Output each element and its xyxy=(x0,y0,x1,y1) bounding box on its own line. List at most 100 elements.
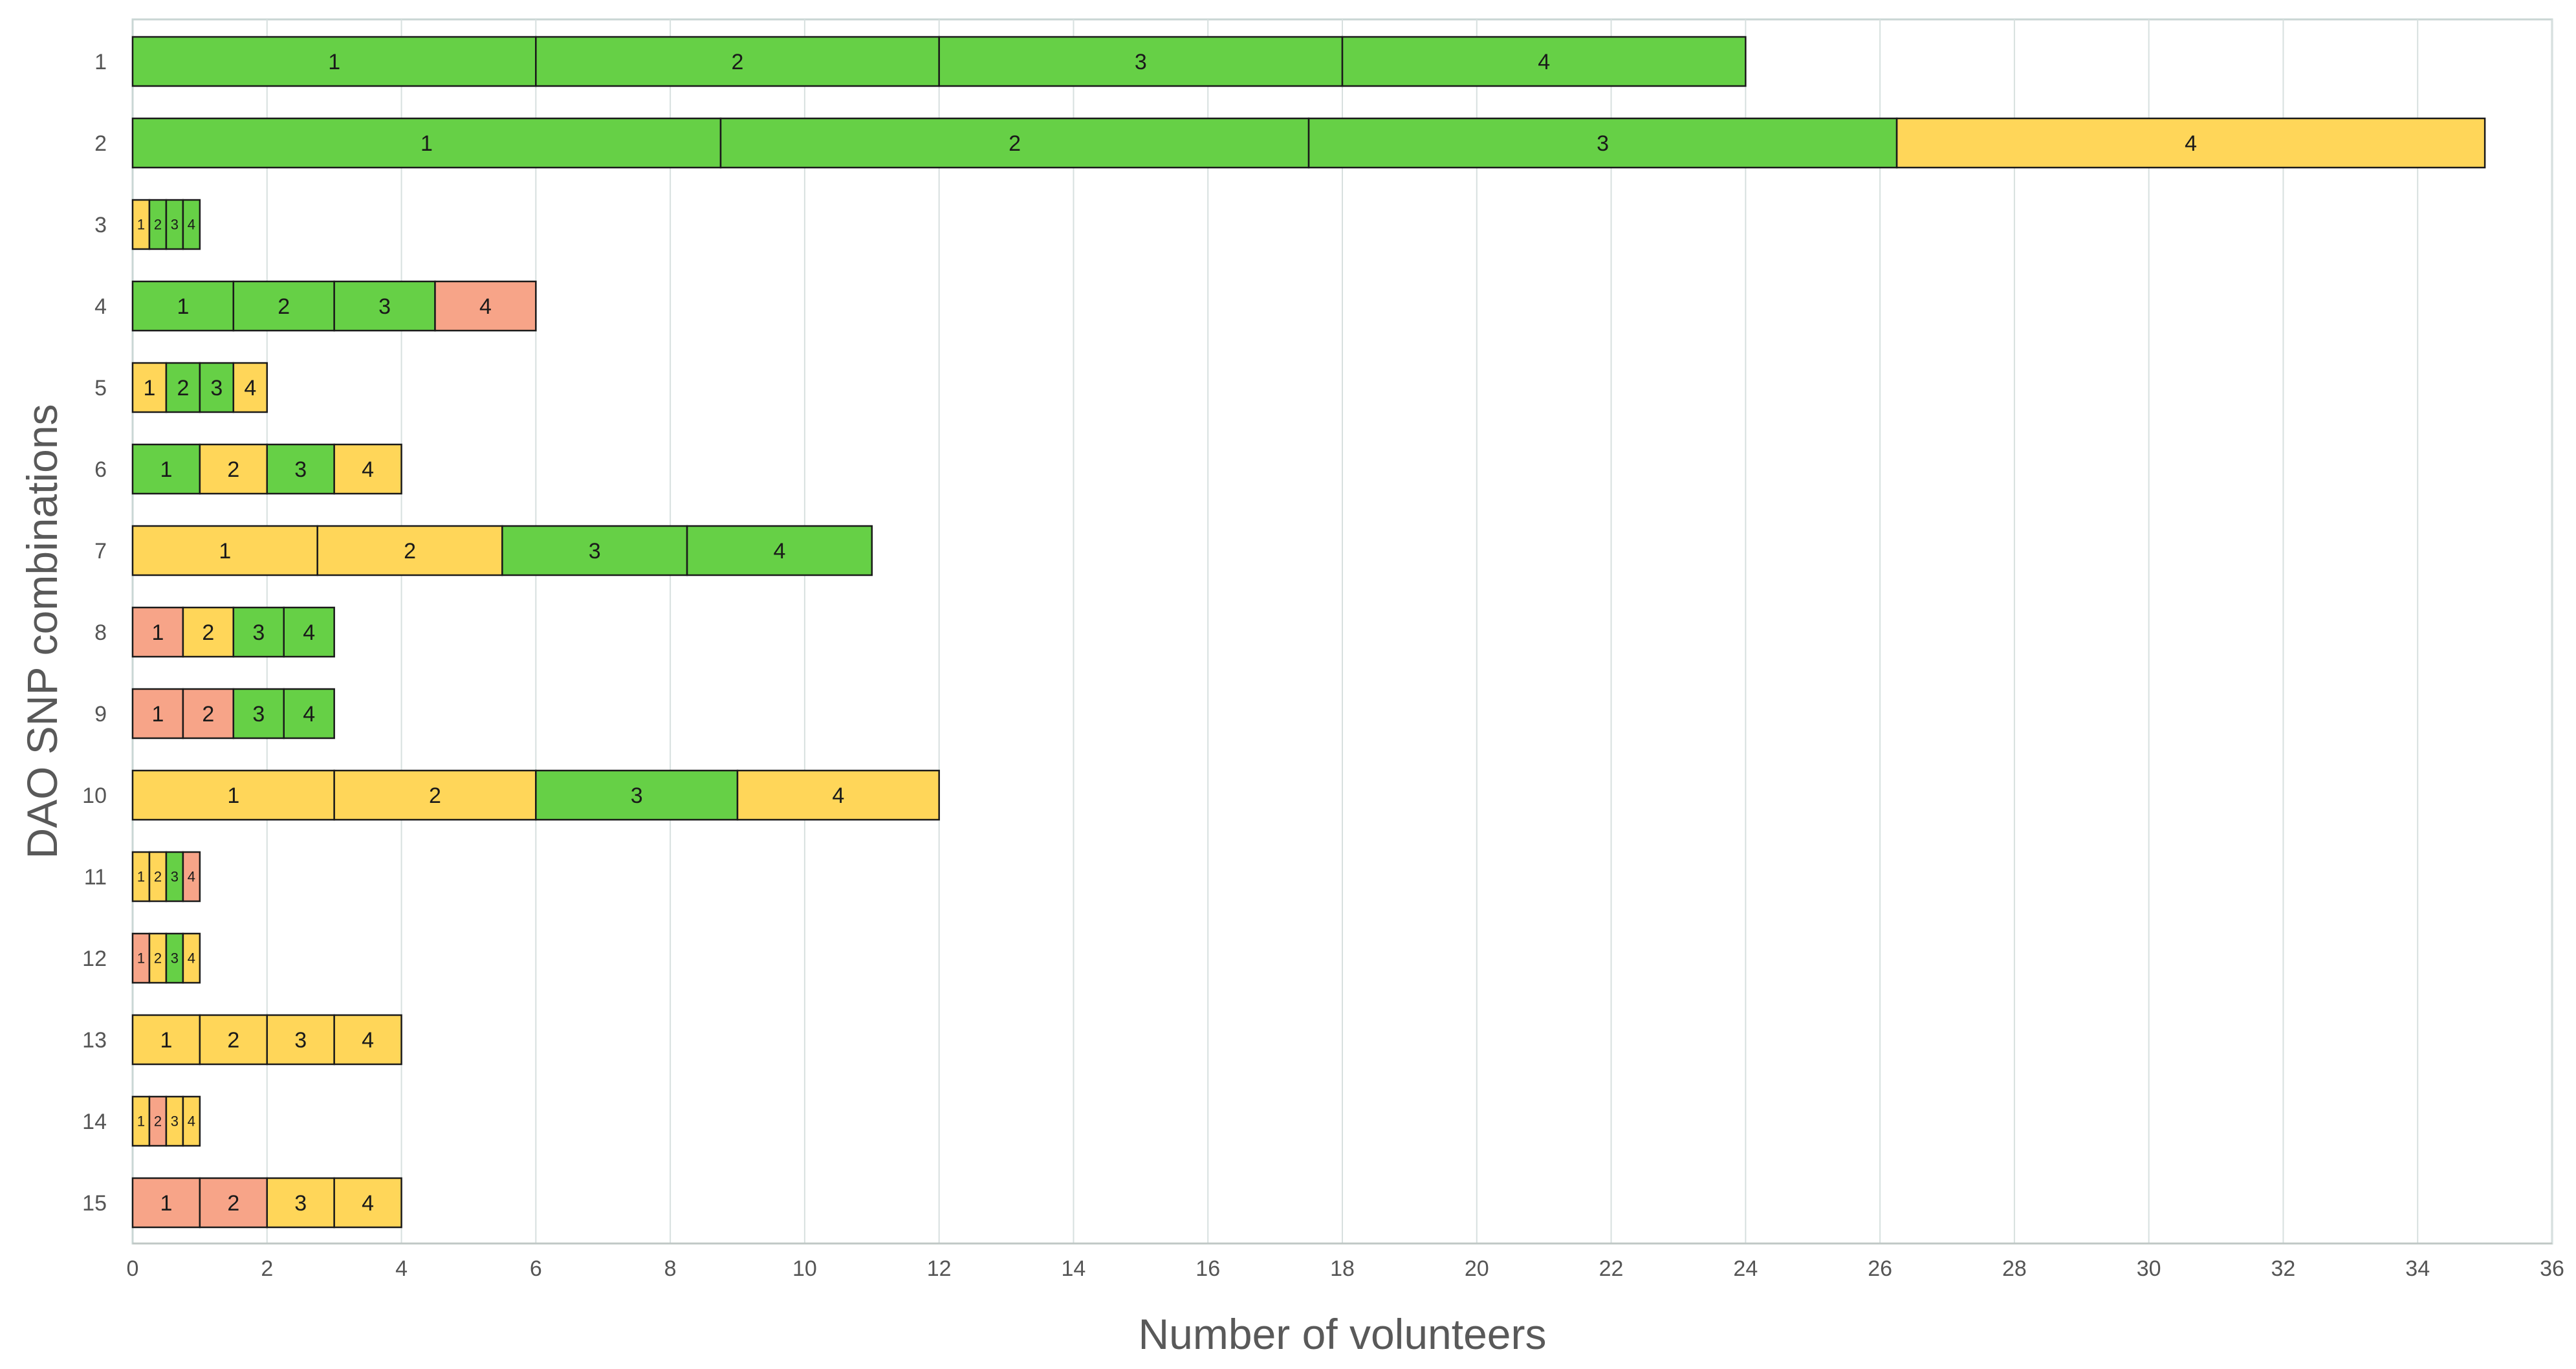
segment-label: 4 xyxy=(1538,50,1550,74)
bar-segment xyxy=(501,525,688,576)
segment-label: 4 xyxy=(244,376,256,400)
bar-segment xyxy=(266,1014,335,1066)
bar-segment xyxy=(266,443,335,495)
bar-segment xyxy=(182,199,201,250)
y-tick-label: 6 xyxy=(94,457,107,482)
x-tick-label: 34 xyxy=(2405,1256,2430,1281)
bar-segment xyxy=(131,1095,151,1147)
segment-label: 1 xyxy=(144,376,156,400)
segment-label: 1 xyxy=(151,702,164,727)
bar-segment xyxy=(333,280,436,332)
segment-label: 2 xyxy=(227,1191,239,1216)
segment-label: 1 xyxy=(227,783,239,808)
y-tick-label: 11 xyxy=(84,865,107,890)
x-tick-label: 2 xyxy=(261,1256,273,1281)
x-tick-label: 12 xyxy=(927,1256,952,1281)
bar-segment xyxy=(131,362,168,413)
segment-label: 4 xyxy=(832,783,844,808)
segment-label: 3 xyxy=(252,702,265,727)
segment-label: 3 xyxy=(171,217,179,233)
bar-segment xyxy=(131,36,537,87)
segment-label: 4 xyxy=(362,1028,374,1053)
y-tick-label: 8 xyxy=(94,620,107,645)
bar-segment xyxy=(131,199,151,250)
bar-segment xyxy=(131,443,201,495)
segment-label: 2 xyxy=(177,376,189,400)
segment-label: 4 xyxy=(303,620,315,645)
segment-label: 1 xyxy=(160,1028,172,1053)
bar-segment xyxy=(199,443,268,495)
segment-label: 4 xyxy=(188,1113,195,1130)
bar-segment xyxy=(148,199,168,250)
bar-segment xyxy=(199,1014,268,1066)
segment-label: 4 xyxy=(303,702,315,727)
bar-segment xyxy=(232,688,285,739)
segment-label: 2 xyxy=(202,702,214,727)
segment-label: 2 xyxy=(154,869,162,885)
bar-segment xyxy=(148,851,168,903)
segment-label: 3 xyxy=(171,1113,179,1130)
bar-segment xyxy=(199,1177,268,1229)
segment-label: 3 xyxy=(210,376,223,400)
bar-segment xyxy=(333,443,402,495)
segment-label: 2 xyxy=(429,783,441,808)
y-tick-label: 7 xyxy=(94,539,107,564)
bar-segment xyxy=(283,688,335,739)
y-axis-title: DAO SNP combinations xyxy=(18,404,66,859)
bar-segment xyxy=(182,932,201,984)
segment-label: 1 xyxy=(137,950,145,967)
segment-label: 3 xyxy=(631,783,643,808)
bar-segment xyxy=(316,525,503,576)
segment-label: 2 xyxy=(154,1113,162,1130)
bar-segment xyxy=(266,1177,335,1229)
bar-segment xyxy=(182,851,201,903)
segment-label: 1 xyxy=(420,131,433,156)
x-axis-title: Number of volunteers xyxy=(1139,1310,1547,1358)
y-tick-label: 5 xyxy=(94,376,107,400)
segment-label: 4 xyxy=(362,1191,374,1216)
x-tick-label: 36 xyxy=(2540,1256,2564,1281)
bar-segment xyxy=(333,1014,402,1066)
bar-segment xyxy=(165,199,184,250)
bar-segment xyxy=(182,606,235,658)
segment-label: 1 xyxy=(151,620,164,645)
bar-segment xyxy=(131,606,184,658)
x-tick-labels: 0 2 4 6 8 10 12 14 16 18 20 22 24 26 28 30 32 34 36 xyxy=(127,1256,2564,1281)
x-tick-label: 26 xyxy=(1868,1256,1892,1281)
bar-segment xyxy=(131,525,318,576)
segment-label: 2 xyxy=(154,950,162,967)
x-tick-label: 28 xyxy=(2002,1256,2027,1281)
segment-label: 1 xyxy=(328,50,340,74)
segment-label: 3 xyxy=(171,869,179,885)
bar-segment xyxy=(736,769,940,821)
bar-segment xyxy=(1341,36,1747,87)
x-tick-label: 6 xyxy=(530,1256,542,1281)
x-tick-label: 20 xyxy=(1465,1256,1489,1281)
segment-label: 3 xyxy=(294,1191,307,1216)
bar-segment xyxy=(131,280,235,332)
segment-label: 1 xyxy=(160,457,172,482)
x-tick-label: 8 xyxy=(664,1256,677,1281)
segment-label: 4 xyxy=(773,539,785,564)
segment-label: 2 xyxy=(404,539,416,564)
segment-label: 3 xyxy=(294,457,307,482)
x-tick-label: 16 xyxy=(1195,1256,1220,1281)
segment-label: 2 xyxy=(202,620,214,645)
bar-segment xyxy=(1895,117,2486,169)
bar-segment xyxy=(333,1177,402,1229)
bar-segment xyxy=(1307,117,1898,169)
segment-label: 2 xyxy=(154,217,162,233)
bar-segment xyxy=(131,1014,201,1066)
segment-label: 3 xyxy=(378,294,391,319)
segment-label: 4 xyxy=(188,950,195,967)
x-tick-label: 0 xyxy=(127,1256,139,1281)
bar-segment xyxy=(434,280,537,332)
x-tick-label: 30 xyxy=(2137,1256,2161,1281)
bar-segment xyxy=(131,769,335,821)
bar-segment xyxy=(232,280,335,332)
segment-label: 1 xyxy=(177,294,189,319)
y-tick-label: 2 xyxy=(94,131,107,156)
x-tick-label: 22 xyxy=(1599,1256,1624,1281)
bars: 1 2 3 41 2 3 41 2 3 41 2 3 41 2 3 41 2 3 41 2 3 41 2 3 41 2 3 41 2 3 4… xyxy=(131,36,2486,1229)
